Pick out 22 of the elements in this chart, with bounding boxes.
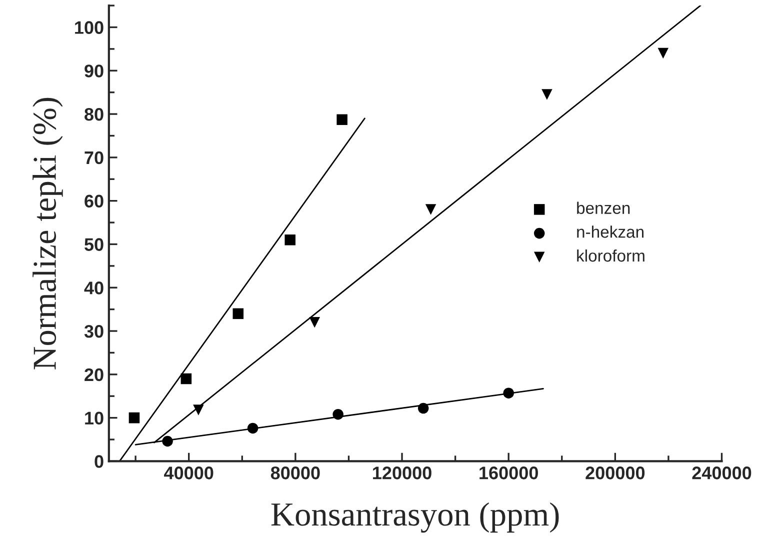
y-tick-label: 80 bbox=[84, 108, 104, 121]
x-tick-label: 40000 bbox=[164, 466, 214, 480]
y-tick-label: 50 bbox=[84, 238, 104, 251]
legend-label: kloroform bbox=[577, 249, 644, 262]
x-axis-title: Konsantrasyon (ppm) bbox=[271, 502, 559, 533]
legend-label: n-hekzan bbox=[577, 226, 644, 238]
y-tick-label: 30 bbox=[84, 324, 104, 338]
y-tick-label: 60 bbox=[84, 194, 104, 208]
y-tick-label: 90 bbox=[84, 64, 104, 78]
x-tick-label: 240000 bbox=[692, 466, 752, 480]
x-tick-label: 120000 bbox=[373, 466, 432, 480]
legend-label: benzen bbox=[577, 202, 630, 214]
y-tick-label: 100 bbox=[75, 21, 104, 34]
y-tick-label: 10 bbox=[85, 412, 104, 425]
y-tick-label: 0 bbox=[94, 455, 104, 468]
x-tick-label: 80000 bbox=[270, 466, 320, 480]
y-axis-title: Normalize tepki (%) bbox=[32, 98, 63, 370]
y-tick-label: 20 bbox=[84, 368, 104, 382]
x-tick-label: 200000 bbox=[586, 466, 645, 480]
y-tick-label: 40 bbox=[84, 282, 104, 294]
y-tick-label: 70 bbox=[84, 151, 104, 164]
x-tick-label: 160000 bbox=[480, 466, 538, 480]
